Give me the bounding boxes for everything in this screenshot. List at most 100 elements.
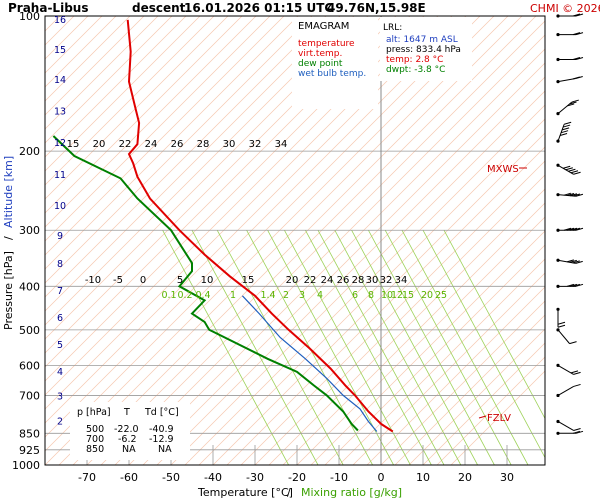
isotherm-line <box>226 146 545 465</box>
isotherm-line <box>45 16 299 270</box>
pressure-tick-label: 100 <box>19 10 40 23</box>
isotherm-line <box>45 16 159 130</box>
wind-barb-feather <box>572 32 581 36</box>
isotherm-line <box>156 76 545 465</box>
wind-barb-dot <box>556 431 560 435</box>
wind-barb-staff <box>557 421 574 431</box>
isotherm-line <box>72 16 523 465</box>
isotherm-line <box>45 16 145 116</box>
temperature-tick-label: -70 <box>78 471 96 484</box>
pressure-tick-label: 400 <box>19 280 40 293</box>
wind-barb-feather <box>569 227 578 231</box>
wind-barb-feather <box>569 283 578 287</box>
isotherm-line <box>45 16 201 172</box>
isotherm-label: 0 <box>140 275 146 286</box>
isotherm-line <box>338 258 545 465</box>
wind-barb-dot <box>556 32 560 37</box>
lrl-alt: alt: 1647 m ASL <box>386 35 458 45</box>
wind-barb <box>556 76 583 84</box>
wind-barb <box>556 99 579 116</box>
wind-barb-dot <box>556 14 560 18</box>
wind-barb <box>556 192 584 197</box>
wind-barb-feather <box>571 99 579 103</box>
wind-barb-feather <box>559 133 568 137</box>
table-header-p: p [hPa] <box>77 407 111 418</box>
wind-barb-dot <box>556 112 560 116</box>
isotherm-label: 24 <box>145 139 158 150</box>
lrl-dwpt: dwpt: -3.8 °C <box>386 65 445 75</box>
isotherm-line <box>268 188 545 465</box>
mixing-ratio-label: 15 <box>402 290 414 301</box>
isotherm-label: -5 <box>113 275 123 286</box>
wind-barb <box>556 227 584 232</box>
wind-barb-dot <box>556 57 560 62</box>
lrl-press: press: 833.4 hPa <box>386 45 461 55</box>
isotherm-line <box>366 286 545 465</box>
temperature-tick-label: -30 <box>246 471 264 484</box>
legend-dew-point: dew point <box>298 59 343 69</box>
wind-barb <box>556 258 583 264</box>
isotherm-line <box>296 216 545 465</box>
isotherm-line <box>45 16 131 102</box>
temperature-tick-label: 0 <box>378 471 385 484</box>
isotherm-line <box>114 34 545 465</box>
wind-barb-feather <box>570 370 579 374</box>
isotherm-label: 22 <box>304 275 317 286</box>
wind-barb <box>556 419 581 431</box>
plot-frame <box>44 15 546 466</box>
pressure-tick-label: 1000 <box>12 459 40 472</box>
altitude-tick-label: 16 <box>54 15 66 26</box>
lrl-box: LRL: alt: 1647 m ASL press: 833.4 hPa te… <box>380 17 472 81</box>
wind-barb-feather <box>572 193 581 197</box>
altitude-tick-label: 14 <box>54 75 66 86</box>
wind-barbs <box>556 13 584 435</box>
temperature-tick-labels: -70 -60 -50 -40 -30 -20 -10 0 10 20 30 <box>78 471 514 484</box>
wind-barb-feather <box>575 430 584 434</box>
table-header-t: T <box>123 407 130 418</box>
wind-barb-dot <box>556 393 560 398</box>
mixing-ratio-line <box>305 230 432 465</box>
temperature-tick-label: -10 <box>330 471 348 484</box>
pressure-tick-label: 600 <box>19 359 40 372</box>
isotherm-line <box>212 132 545 465</box>
altitude-tick-label: 11 <box>54 170 66 181</box>
pressure-tick-label: 500 <box>19 324 40 337</box>
isotherm-label: 28 <box>352 275 365 286</box>
isotherm-line <box>45 16 215 186</box>
temperature-tick-label: 10 <box>416 471 430 484</box>
isotherm-label: 26 <box>171 139 184 150</box>
mixing-ratio-line <box>216 230 344 465</box>
wind-barb <box>556 13 584 18</box>
pressure-tick-label: 925 <box>19 444 40 457</box>
isotherm-line <box>198 118 545 465</box>
mixing-ratio-label: 12 <box>391 290 403 301</box>
isotherm-line <box>86 16 537 465</box>
wind-barb-dot <box>556 419 560 424</box>
table-cell: -22.0 <box>114 424 139 435</box>
mixing-ratio-label: 10 <box>381 290 393 301</box>
y-label-pressure: Pressure [hPa] <box>2 251 15 330</box>
wet-bulb-line <box>241 295 378 432</box>
wind-barb-feather <box>569 341 577 345</box>
isotherm-line <box>45 16 327 298</box>
coords-label: 49.76N,15.98E <box>327 1 426 15</box>
y-label-sep: / <box>2 236 15 240</box>
wind-barb-staff <box>557 386 574 396</box>
mixing-ratio-line <box>443 230 545 420</box>
altitude-tick-label: 6 <box>57 313 63 324</box>
isotherm-line <box>408 328 545 465</box>
wind-barb-feather <box>561 127 570 131</box>
mixing-ratio-line <box>162 230 289 465</box>
mixing-ratio-label: 25 <box>435 290 447 301</box>
pressure-tick-label: 850 <box>19 427 40 440</box>
wind-barb-feather <box>563 165 571 169</box>
wind-barb-feather <box>575 13 584 17</box>
lrl-title: LRL: <box>383 23 402 33</box>
isotherm-label: 30 <box>366 275 379 286</box>
altitude-tick-label: 15 <box>54 45 66 56</box>
wind-barb <box>556 121 572 143</box>
wind-barb <box>556 383 581 398</box>
wind-barb-feather <box>557 324 566 328</box>
